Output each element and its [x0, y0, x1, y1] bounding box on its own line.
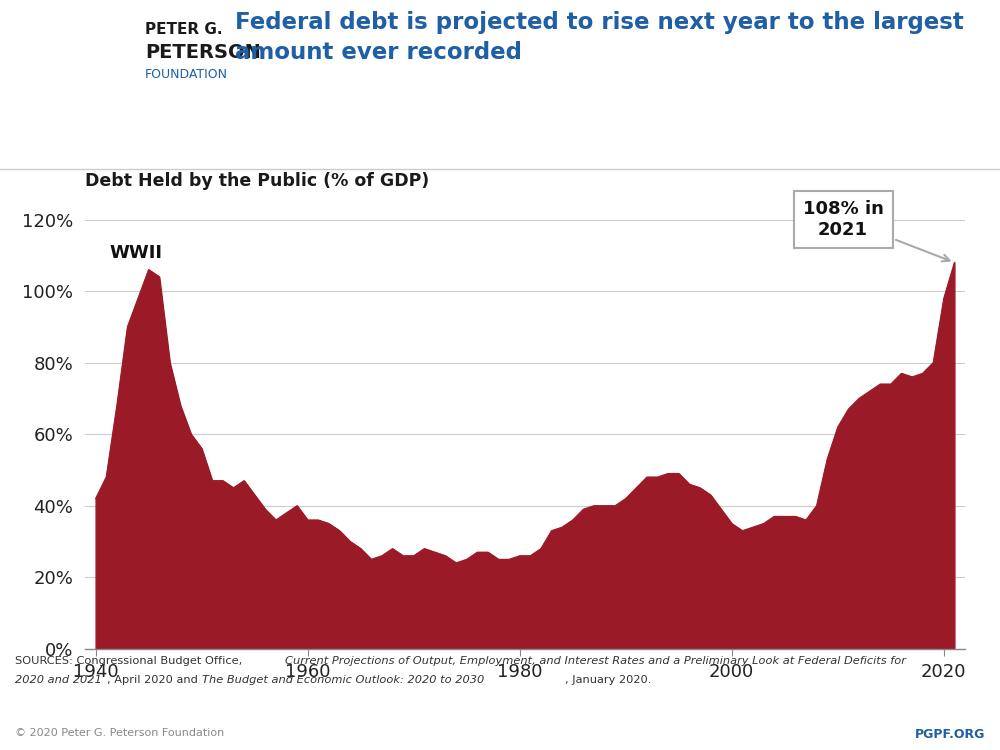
Text: PETERSON: PETERSON: [145, 44, 261, 62]
Text: Debt Held by the Public (% of GDP): Debt Held by the Public (% of GDP): [85, 172, 429, 190]
Text: 2020 and 2021: 2020 and 2021: [15, 675, 102, 685]
FancyBboxPatch shape: [41, 102, 104, 134]
Bar: [50, 45, 63, 100]
Text: Current Projections of Output, Employment, and Interest Rates and a Preliminary : Current Projections of Output, Employmen…: [285, 656, 906, 666]
Text: PGPF.ORG: PGPF.ORG: [915, 728, 985, 740]
Text: © 2020 Peter G. Peterson Foundation: © 2020 Peter G. Peterson Foundation: [15, 728, 224, 737]
Text: , April 2020 and: , April 2020 and: [107, 675, 202, 685]
Text: SOURCES: Congressional Budget Office,: SOURCES: Congressional Budget Office,: [15, 656, 246, 666]
Text: The Budget and Economic Outlook: 2020 to 2030: The Budget and Economic Outlook: 2020 to…: [202, 675, 484, 685]
Bar: [66, 45, 79, 100]
Text: 108% in
2021: 108% in 2021: [803, 200, 950, 262]
Text: Federal debt is projected to rise next year to the largest
amount ever recorded: Federal debt is projected to rise next y…: [235, 11, 964, 64]
Text: WWII: WWII: [109, 244, 162, 262]
Text: , January 2020.: , January 2020.: [565, 675, 651, 685]
Text: PETER G.: PETER G.: [145, 22, 222, 38]
Text: FOUNDATION: FOUNDATION: [145, 68, 228, 80]
Bar: [82, 45, 95, 100]
